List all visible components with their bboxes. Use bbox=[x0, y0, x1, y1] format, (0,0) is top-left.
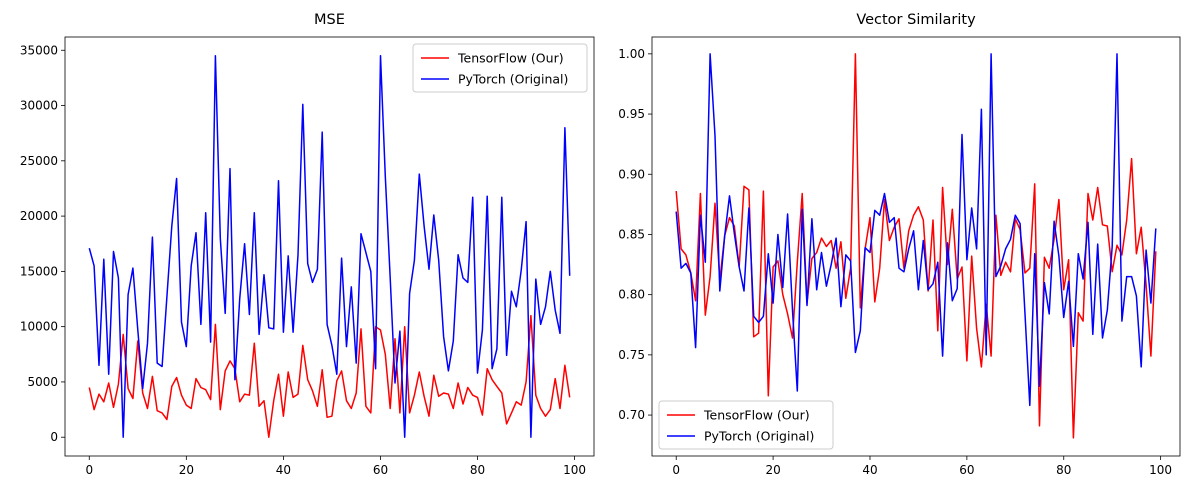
chart-panel-2: Vector Similarity 0 20 40 60 80 100 0.70 0.75 0.8… bbox=[618, 12, 1181, 477]
y-tick-label: 1.00 bbox=[618, 47, 645, 61]
series-line-1 bbox=[675, 53, 1157, 439]
y-tick-label: 25000 bbox=[20, 154, 58, 168]
x-tick-label: 40 bbox=[276, 463, 291, 477]
legend-label-2: PyTorch (Original) bbox=[458, 72, 568, 87]
y-tick-label: 0.70 bbox=[618, 408, 645, 422]
x-tick-label: 0 bbox=[85, 463, 93, 477]
legend-label-1: TensorFlow (Our) bbox=[457, 51, 564, 66]
axes-frame bbox=[64, 36, 595, 457]
y-tick-label: 10000 bbox=[20, 320, 58, 334]
x-tick-label: 40 bbox=[862, 463, 877, 477]
series-line-2 bbox=[675, 53, 1157, 407]
chart-panel-1: MSE 0 20 40 60 80 100 0 5000 10000 15000 20000 25000… bbox=[20, 12, 595, 477]
y-tick-label: 5000 bbox=[27, 375, 58, 389]
legend-box bbox=[412, 43, 588, 93]
x-tick-label: 20 bbox=[765, 463, 780, 477]
y-tick-label: 15000 bbox=[20, 264, 58, 278]
legend-label-1: TensorFlow (Our) bbox=[703, 408, 810, 423]
y-tick-label: 35000 bbox=[20, 43, 58, 57]
legend: TensorFlow (Our) PyTorch (Original) bbox=[658, 400, 834, 450]
x-tick-label: 80 bbox=[470, 463, 485, 477]
chart-title: Vector Similarity bbox=[856, 12, 976, 28]
y-tick-label: 0.75 bbox=[618, 348, 645, 362]
series-line-2 bbox=[88, 55, 571, 438]
y-tick-label: 0.95 bbox=[618, 107, 645, 121]
axes-frame bbox=[651, 36, 1181, 457]
x-tick-label: 60 bbox=[959, 463, 974, 477]
legend-label-2: PyTorch (Original) bbox=[704, 429, 814, 444]
y-tick-label: 0.90 bbox=[618, 167, 645, 181]
legend: TensorFlow (Our) PyTorch (Original) bbox=[412, 43, 588, 93]
x-tick-label: 0 bbox=[672, 463, 680, 477]
y-tick-label: 0 bbox=[50, 430, 58, 444]
y-tick-label: 20000 bbox=[20, 209, 58, 223]
legend-box bbox=[658, 400, 834, 450]
x-tick-label: 100 bbox=[1149, 463, 1172, 477]
x-tick-label: 20 bbox=[179, 463, 194, 477]
series-line-1 bbox=[88, 314, 571, 438]
y-tick-label: 30000 bbox=[20, 99, 58, 113]
x-tick-label: 80 bbox=[1056, 463, 1071, 477]
y-tick-label: 0.80 bbox=[618, 288, 645, 302]
x-tick-label: 100 bbox=[563, 463, 586, 477]
x-tick-label: 60 bbox=[373, 463, 388, 477]
y-tick-label: 0.85 bbox=[618, 227, 645, 241]
chart-title: MSE bbox=[314, 12, 345, 28]
